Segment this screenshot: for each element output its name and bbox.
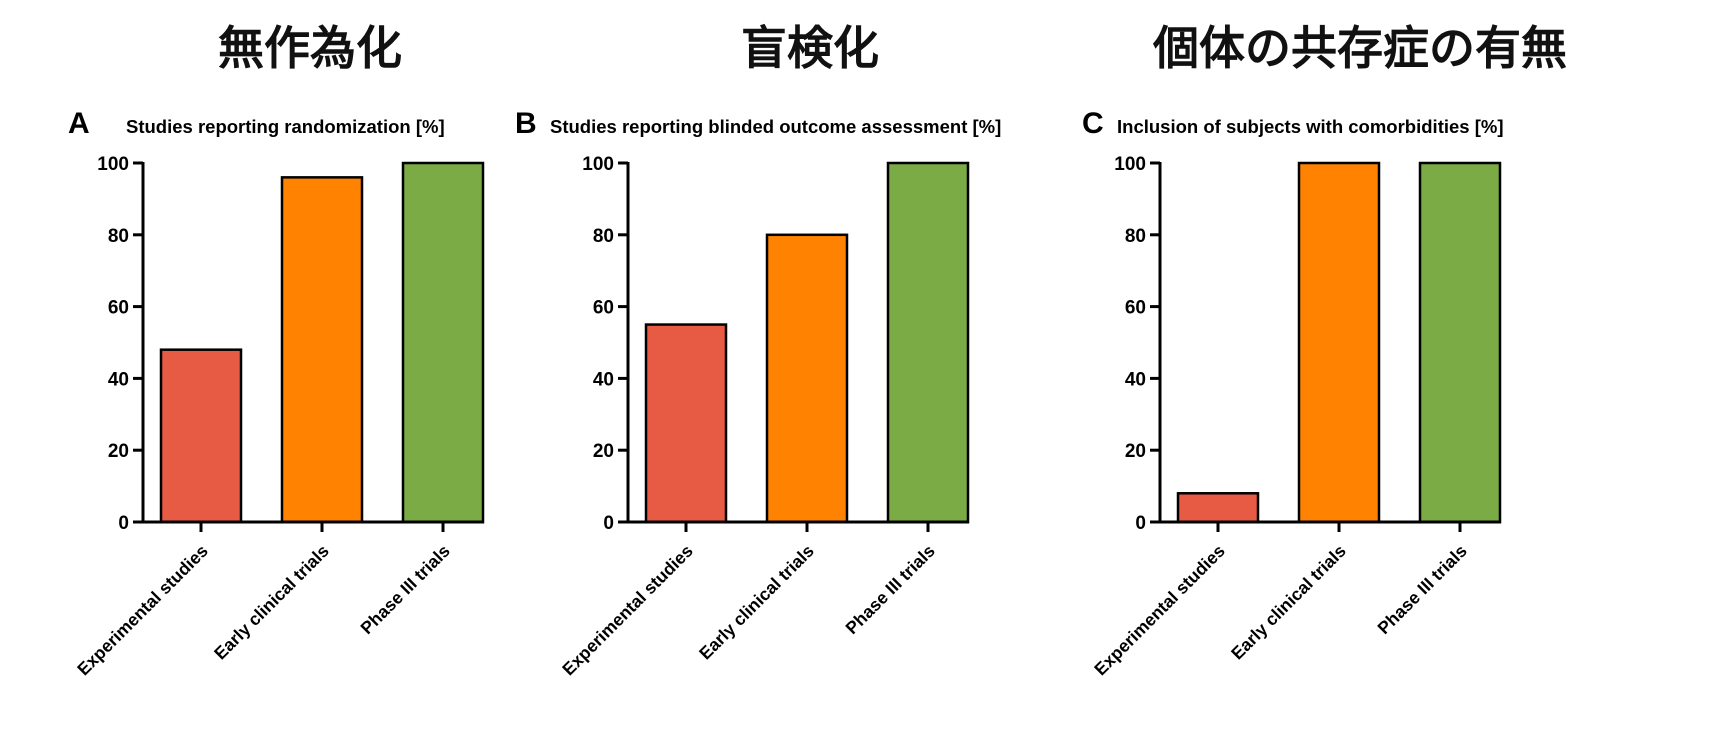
y-tick-label: 40 — [108, 369, 129, 390]
x-tick-label: Experimental studies — [558, 541, 697, 680]
bar-phase-iii-trials — [401, 161, 485, 524]
bar-experimental-studies — [159, 348, 243, 524]
y-tick-label: 0 — [603, 513, 614, 534]
chart-title: Inclusion of subjects with comorbidities… — [1117, 116, 1503, 137]
y-tick-label: 60 — [593, 298, 614, 319]
bar-phase-iii-trials — [1418, 161, 1502, 524]
x-tick-label: Phase III trials — [1373, 541, 1471, 639]
y-tick-label: 60 — [108, 298, 129, 319]
y-tick-label: 20 — [593, 441, 614, 462]
x-tick-label: Early clinical trials — [210, 541, 333, 664]
y-tick-label: 0 — [118, 513, 129, 534]
bar-early-clinical-trials — [765, 233, 849, 524]
x-tick-label: Early clinical trials — [1227, 541, 1350, 664]
y-tick-label: 80 — [1125, 226, 1146, 247]
x-tick-label: Early clinical trials — [695, 541, 818, 664]
panel-label: A — [68, 107, 90, 140]
bar-phase-iii-trials — [886, 161, 970, 524]
bar-experimental-studies — [644, 323, 728, 524]
x-tick-label: Phase III trials — [841, 541, 939, 639]
y-tick-label: 60 — [1125, 298, 1146, 319]
y-tick-label: 20 — [1125, 441, 1146, 462]
panel-label: C — [1082, 107, 1104, 140]
header-comorbidities: 個体の共存症の有無 — [1153, 21, 1567, 75]
y-tick-label: 100 — [582, 154, 614, 175]
y-tick-label: 80 — [593, 226, 614, 247]
y-tick-label: 0 — [1135, 513, 1146, 534]
y-tick-label: 100 — [1114, 154, 1146, 175]
y-tick-label: 40 — [593, 369, 614, 390]
y-tick-label: 80 — [108, 226, 129, 247]
y-tick-label: 100 — [97, 154, 129, 175]
chart-title: Studies reporting blinded outcome assess… — [550, 116, 1001, 137]
x-tick-label: Experimental studies — [1090, 541, 1229, 680]
y-tick-label: 40 — [1125, 369, 1146, 390]
x-tick-label: Phase III trials — [356, 541, 454, 639]
chart-title: Studies reporting randomization [%] — [126, 116, 445, 137]
panel-label: B — [515, 107, 537, 140]
y-tick-label: 20 — [108, 441, 129, 462]
bar-experimental-studies — [1176, 492, 1260, 524]
x-tick-label: Experimental studies — [73, 541, 212, 680]
header-blinding: 盲検化 — [741, 21, 879, 75]
bar-early-clinical-trials — [1297, 161, 1381, 524]
header-randomization: 無作為化 — [218, 21, 402, 75]
bar-early-clinical-trials — [280, 176, 364, 524]
